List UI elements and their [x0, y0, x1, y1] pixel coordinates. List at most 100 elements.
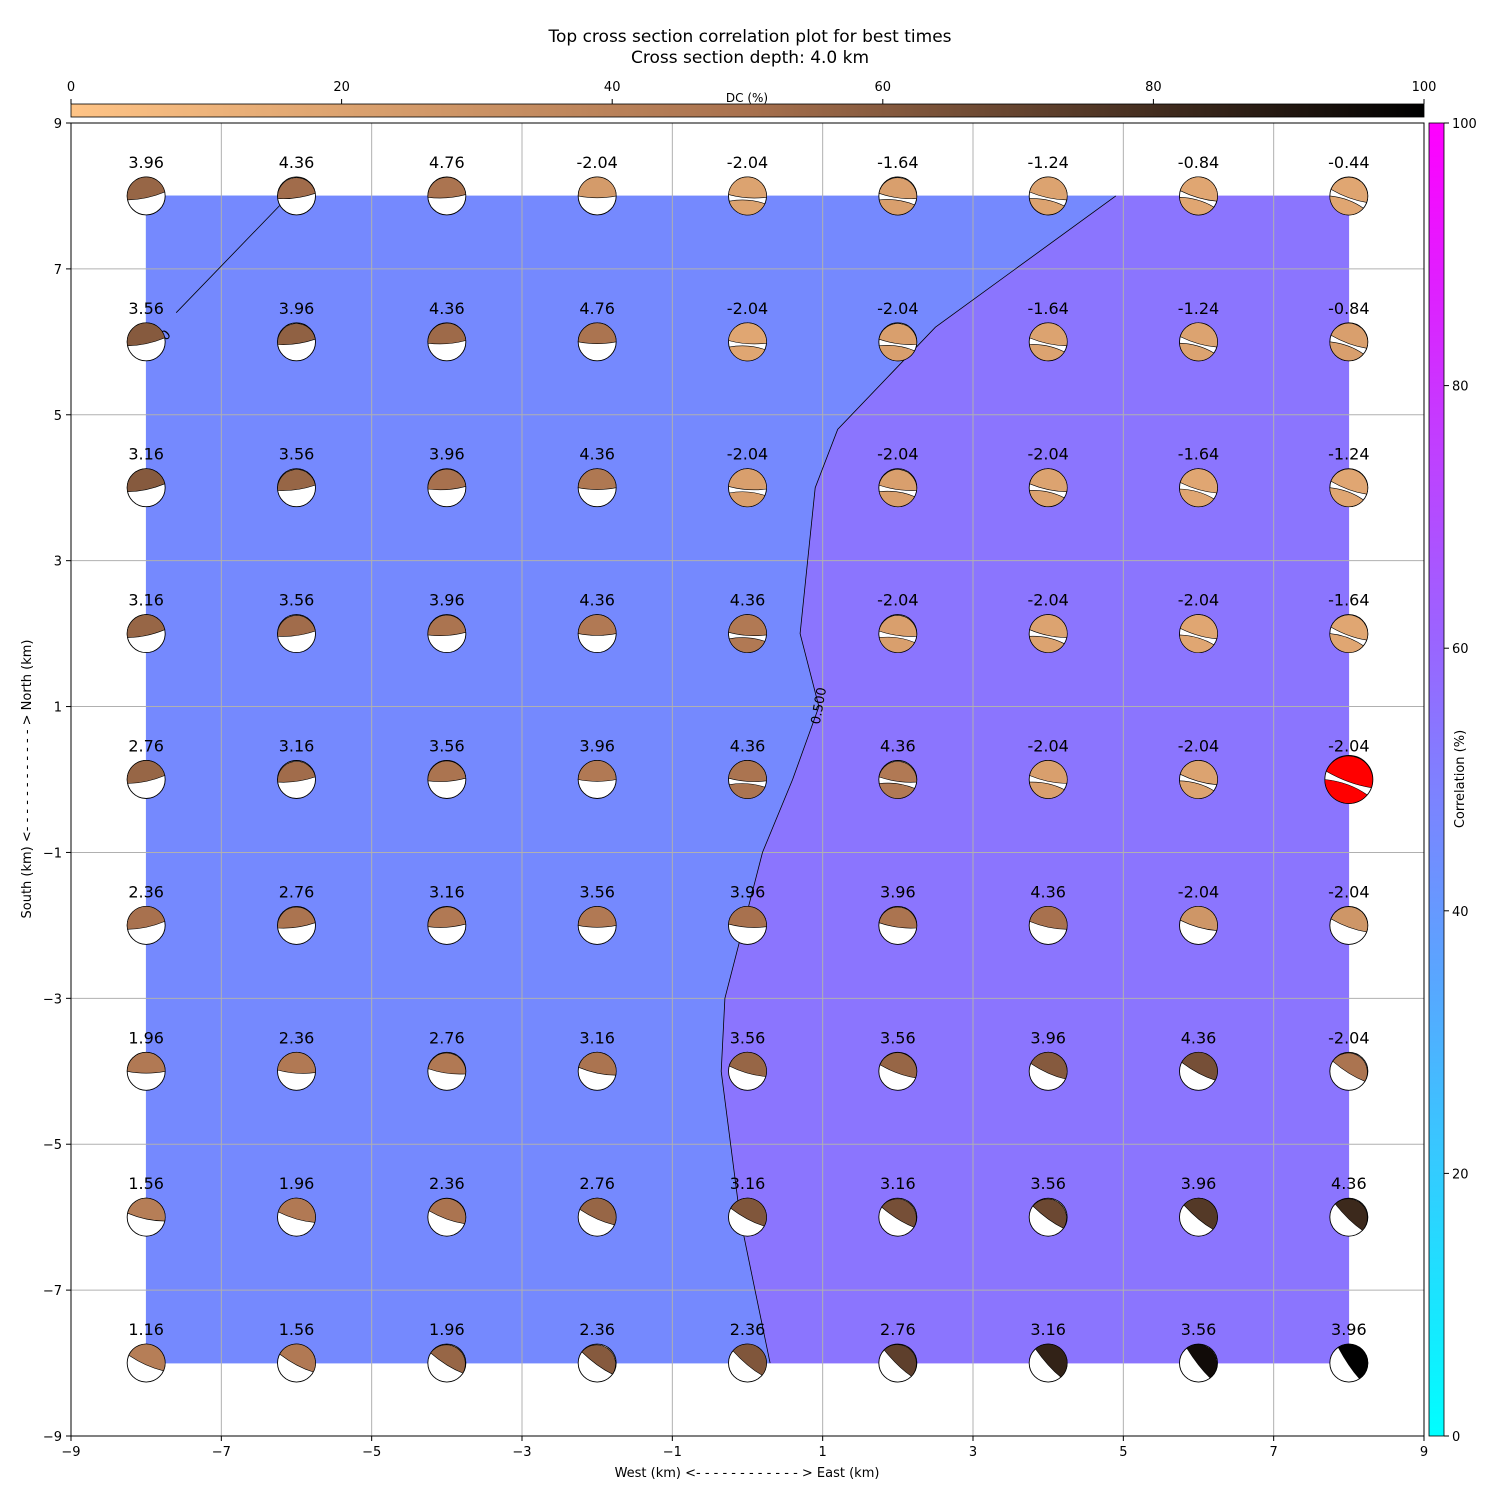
beachball-lobe-lower	[1329, 341, 1364, 362]
beachball-lobe	[728, 1051, 767, 1077]
beachball	[1179, 1343, 1218, 1383]
y-tick-label: 9	[54, 117, 62, 132]
beachball-lobe	[1330, 468, 1369, 495]
time-label: 2.76	[880, 1320, 916, 1339]
time-label: 3.56	[1030, 1174, 1066, 1193]
beachball-lobe	[277, 177, 316, 200]
beachball	[277, 760, 316, 799]
time-label: 4.36	[1181, 1028, 1217, 1047]
beachball-lobe	[1337, 1343, 1369, 1380]
beachball-lobe	[277, 323, 316, 345]
time-label: -0.84	[1178, 153, 1219, 172]
beachball	[277, 176, 316, 216]
beachball	[126, 614, 166, 654]
time-label: -2.04	[1178, 591, 1219, 610]
x-tick-label: −3	[512, 1445, 531, 1460]
time-label: 3.96	[730, 882, 766, 901]
beachball	[1028, 1197, 1068, 1237]
time-label: -2.04	[877, 445, 918, 464]
beachball	[577, 1343, 617, 1383]
time-label: 3.56	[279, 591, 315, 610]
time-label: 3.56	[730, 1028, 766, 1047]
beachball	[427, 614, 467, 654]
time-label: 3.16	[579, 1028, 615, 1047]
beachball-lobe-lower	[878, 490, 916, 508]
beachball	[878, 905, 918, 945]
beachball-lobe	[126, 614, 166, 638]
y-tick-label: −1	[43, 846, 62, 861]
beachball-lobe	[126, 906, 166, 930]
beachball-lobe	[1179, 468, 1218, 494]
time-label: -1.64	[1328, 591, 1369, 610]
time-labels: 3.96 4.36 4.76 -2.04 -2.04 -1.64 -1.24 -0.84 -0.…	[128, 153, 1369, 1339]
time-label: 3.96	[1331, 1320, 1367, 1339]
beachball-lobe	[126, 1052, 166, 1074]
beachball	[728, 614, 767, 654]
time-label: 2.36	[429, 1174, 465, 1193]
x-tick-label: −1	[663, 1445, 682, 1460]
beachball-lobe	[427, 322, 467, 345]
time-label: 3.16	[429, 882, 465, 901]
beachball-lobe	[577, 906, 617, 928]
time-label: -2.04	[1178, 737, 1219, 756]
x-tick-label: −5	[362, 1445, 381, 1460]
beachball	[427, 760, 467, 799]
time-label: 3.96	[429, 445, 465, 464]
time-label: -1.64	[877, 153, 918, 172]
time-label: 4.36	[1030, 882, 1066, 901]
beachball-lobe	[126, 322, 166, 347]
time-label: 4.36	[429, 299, 465, 318]
beachball	[577, 176, 617, 216]
beachball-lobe	[126, 468, 166, 493]
time-label: -2.04	[727, 445, 768, 464]
beachball-lobe	[577, 176, 617, 199]
beachball-lobe-lower	[728, 199, 766, 216]
beachball	[1028, 760, 1068, 799]
beachball	[1028, 176, 1068, 216]
beachball-lobe	[1032, 1198, 1067, 1229]
time-label: -2.04	[1027, 445, 1068, 464]
time-label: -2.04	[1178, 882, 1219, 901]
beachball-lobe	[277, 761, 316, 783]
beachball-lobe	[1181, 1051, 1218, 1081]
beachball	[1179, 1051, 1218, 1091]
time-label: 3.96	[1181, 1174, 1217, 1193]
beachball-lobe-lower	[878, 345, 916, 362]
correlation-colorbar-tick-label: 80	[1452, 380, 1469, 395]
y-tick-label: −3	[43, 992, 62, 1007]
time-label: 3.56	[1181, 1320, 1217, 1339]
beachball	[728, 905, 767, 945]
beachball	[427, 905, 467, 945]
beachball	[577, 1197, 617, 1237]
x-axis: −9 −7 −5 −3 −1 1 3 5 7 9	[61, 1436, 1428, 1460]
beachball-lobe	[1325, 755, 1373, 789]
beachball	[577, 468, 617, 508]
beachball	[126, 1197, 166, 1237]
beachball-lobe	[878, 906, 917, 929]
beachball-lobe	[427, 1052, 466, 1075]
time-label: 2.76	[429, 1028, 465, 1047]
beachball	[1179, 468, 1218, 508]
beachball-lobe	[1029, 322, 1068, 347]
beachball	[1329, 322, 1369, 362]
time-label: 3.96	[429, 591, 465, 610]
y-tick-label: 7	[54, 263, 62, 278]
beachball-lobe	[1029, 906, 1068, 930]
beachball-lobe	[579, 1197, 617, 1226]
time-label: -1.64	[1178, 445, 1219, 464]
beachball-lobe-lower	[878, 782, 916, 799]
time-label: 2.76	[279, 882, 315, 901]
beachball-lobe	[277, 906, 316, 929]
beachball	[126, 760, 166, 799]
time-label: 3.16	[128, 445, 164, 464]
beachball	[728, 322, 767, 362]
beachball-lobe-lower	[1179, 780, 1215, 799]
beachball-lobe	[730, 1197, 767, 1227]
beachball	[126, 905, 166, 945]
beachball-lobe	[427, 468, 467, 491]
time-label: 2.36	[730, 1320, 766, 1339]
beachball-lobe	[1179, 322, 1218, 348]
time-label: 3.16	[880, 1174, 916, 1193]
dc-colorbar-tick-label: 60	[875, 80, 892, 95]
